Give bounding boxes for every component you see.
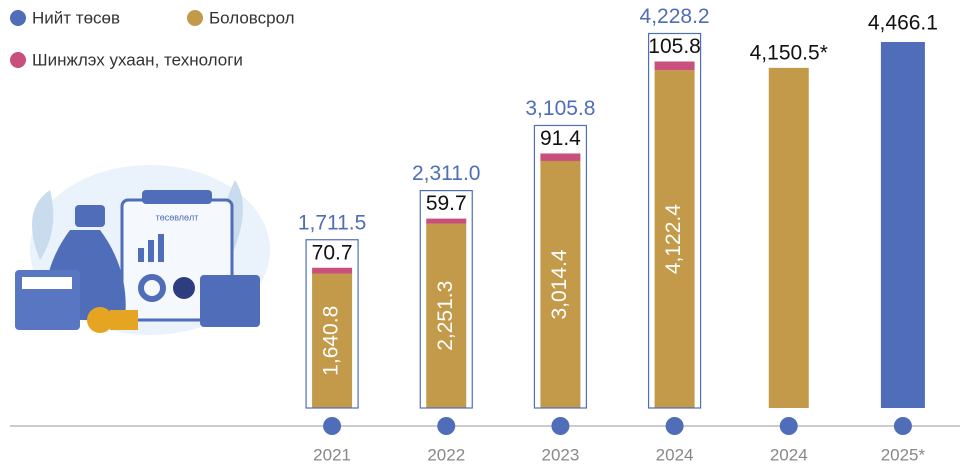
axis-dot — [665, 417, 684, 435]
axis-dot — [551, 417, 570, 435]
x-tick-label: 2024 — [770, 445, 808, 464]
total-label: 2,311.0 — [412, 162, 481, 185]
bar-segment — [540, 160, 581, 408]
bar-segment — [426, 223, 467, 408]
legend-label: Нийт төсөв — [32, 8, 120, 27]
legend-marker — [10, 52, 26, 68]
x-tick-label: 2024 — [656, 445, 694, 464]
axis-dot — [779, 417, 798, 435]
total-label: 4,466.1 — [868, 12, 938, 35]
total-outline — [419, 190, 473, 409]
total-label: 4,228.2 — [640, 5, 710, 28]
axis-dot — [437, 417, 456, 435]
bar-value-label: 59.7 — [426, 192, 467, 215]
bar-segment — [312, 273, 353, 408]
bar-segment — [654, 70, 695, 409]
svg-text:төсөвлөлт: төсөвлөлт — [156, 212, 199, 222]
bar-segment — [768, 67, 809, 408]
total-outline — [533, 124, 588, 409]
illustration: төсөвлөлт — [15, 165, 270, 335]
bar-value-label: 70.7 — [312, 241, 353, 264]
legend-marker — [187, 10, 203, 26]
bar-segment — [654, 61, 695, 71]
bar-value-label: 1,640.8 — [320, 306, 343, 376]
x-tick-label: 2025* — [881, 445, 926, 464]
x-tick-label: 2022 — [427, 445, 465, 464]
bar-segment — [540, 153, 581, 161]
bar-segment — [426, 218, 467, 224]
bar-value-label: 105.8 — [648, 35, 701, 58]
total-outline — [647, 32, 702, 409]
bar-value-label: 3,014.4 — [548, 249, 571, 319]
bar — [880, 42, 925, 408]
axis-dot — [323, 417, 342, 435]
bar-value-label: 2,251.3 — [434, 281, 457, 351]
legend-label: Шинжлэх ухаан, технологи — [32, 50, 243, 69]
bar-value-label: 91.4 — [540, 127, 581, 150]
bar-value-label: 4,122.4 — [662, 204, 685, 274]
total-label: 1,711.5 — [298, 211, 367, 234]
axis-dot — [893, 417, 912, 435]
total-label: 3,105.8 — [525, 97, 595, 120]
x-tick-label: 2021 — [313, 445, 351, 464]
x-tick-label: 2023 — [542, 445, 580, 464]
legend-label: Боловсрол — [209, 8, 295, 27]
bar-segment — [312, 267, 353, 274]
legend-marker — [10, 10, 26, 26]
bar-value-label: 4,150.5* — [750, 41, 828, 64]
total-outline — [305, 239, 359, 409]
